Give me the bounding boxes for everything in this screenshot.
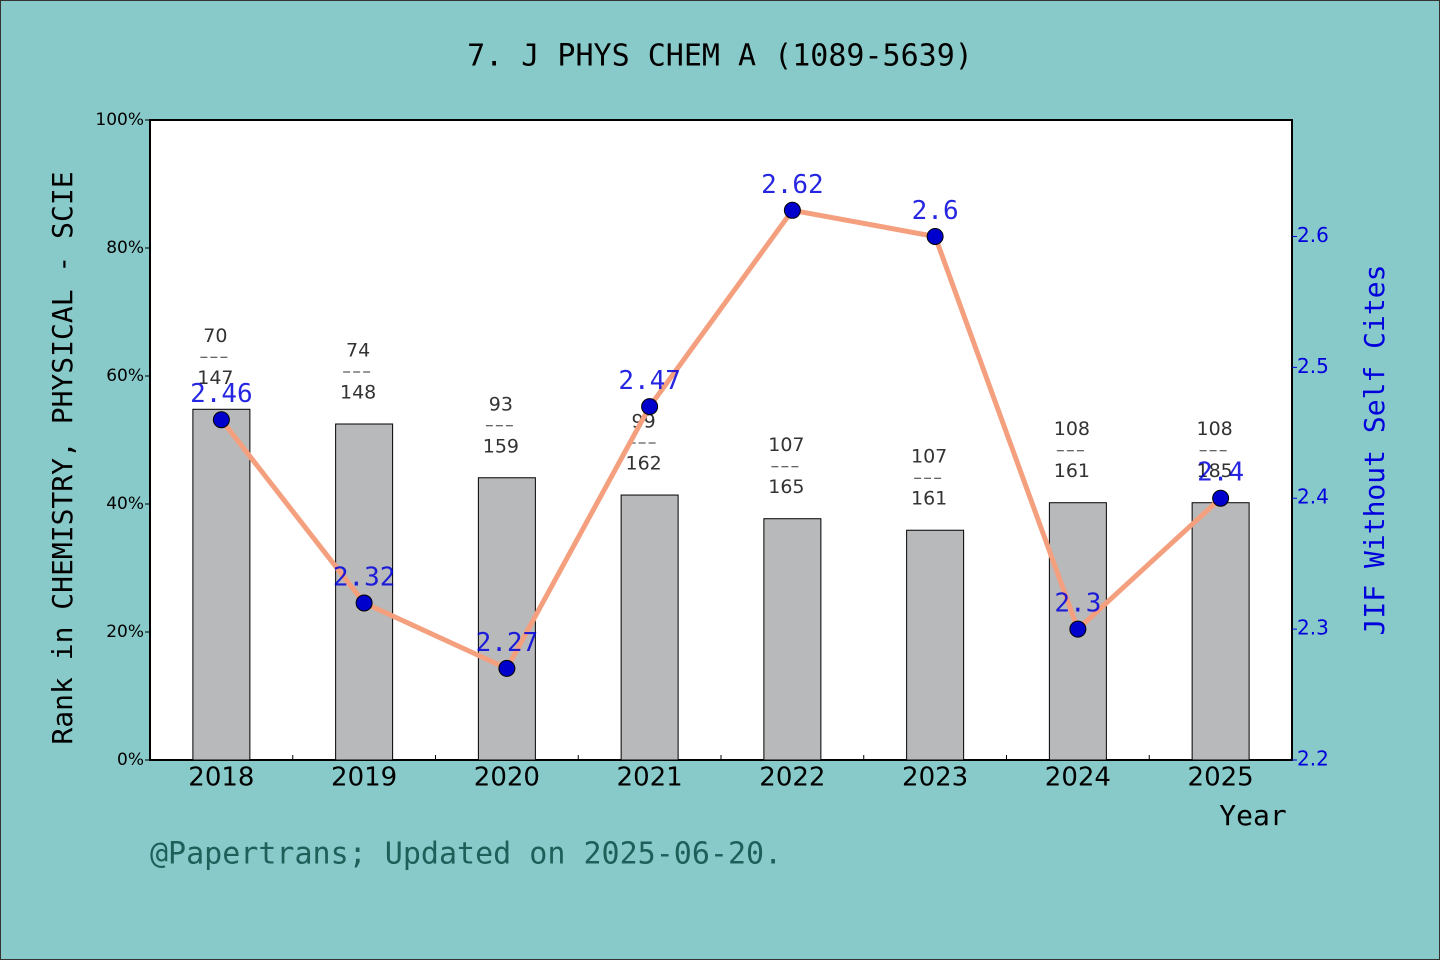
value-label: 2.3 [1054, 589, 1101, 619]
chart-title: 7. J PHYS CHEM A (1089-5639) [467, 39, 973, 74]
y2-axis-label: JIF Without Self Cites [1358, 265, 1391, 636]
line-marker [1069, 620, 1087, 638]
rank-label: 74 [346, 340, 370, 362]
bar [620, 494, 679, 761]
value-label: 2.46 [190, 379, 253, 409]
bar [906, 529, 965, 761]
x-tick-label: 2022 [759, 763, 825, 793]
total-label: 161 [911, 488, 947, 510]
total-label: 159 [483, 435, 519, 457]
rank-label: 93 [489, 393, 513, 415]
bar [192, 408, 251, 761]
line-marker [641, 398, 659, 416]
y2-tick-label: 2.2 [1297, 747, 1329, 771]
rank-label: 108 [1054, 418, 1090, 440]
total-label: 148 [340, 382, 376, 404]
value-label: 2.47 [618, 366, 681, 396]
y-tick-label: 80% [106, 238, 144, 258]
y-axis-label: Rank in CHEMISTRY, PHYSICAL - SCIE [46, 171, 79, 744]
bar [763, 518, 822, 761]
x-tick-label: 2018 [188, 763, 254, 793]
line-marker [212, 411, 230, 429]
line-marker [926, 227, 944, 245]
y-tick-label: 40% [106, 494, 144, 514]
x-tick-label: 2019 [331, 763, 397, 793]
x-tick-label: 2021 [617, 763, 683, 793]
value-label: 2.4 [1197, 458, 1244, 488]
total-label: 162 [625, 453, 661, 475]
y-tick-label: 20% [106, 622, 144, 642]
line-marker [783, 201, 801, 219]
y2-tick-label: 2.5 [1297, 354, 1329, 378]
rank-label: 107 [768, 434, 804, 456]
x-tick-label: 2020 [474, 763, 540, 793]
bar [1191, 502, 1250, 761]
value-label: 2.32 [333, 562, 396, 592]
value-label: 2.62 [761, 170, 824, 200]
total-label: 185 [1196, 460, 1232, 482]
y-tick-label: 0% [117, 750, 144, 770]
line [219, 207, 1223, 671]
line-marker [498, 659, 516, 677]
bar [335, 423, 394, 761]
value-label: 2.6 [912, 196, 959, 226]
total-label: 161 [1054, 460, 1090, 482]
plot-area [149, 119, 1293, 761]
y2-tick-label: 2.4 [1297, 485, 1329, 509]
y-tick-label: 60% [106, 366, 144, 386]
x-tick-label: 2024 [1045, 763, 1111, 793]
y2-tick-label: 2.3 [1297, 616, 1329, 640]
x-axis-label: Year [1219, 799, 1286, 832]
bar [477, 477, 536, 761]
x-tick-label: 2023 [902, 763, 968, 793]
line-marker [1212, 489, 1230, 507]
value-label: 2.27 [476, 628, 539, 658]
y-tick-label: 100% [95, 110, 144, 130]
total-label: 165 [768, 476, 804, 498]
rank-label: 108 [1196, 418, 1232, 440]
y2-tick-label: 2.6 [1297, 223, 1329, 247]
x-tick-label: 2025 [1188, 763, 1254, 793]
line-marker [355, 594, 373, 612]
rank-label: 70 [203, 325, 227, 347]
total-label: 147 [197, 367, 233, 389]
footer: @Papertrans; Updated on 2025-06-20. [150, 837, 782, 872]
rank-label: 107 [911, 446, 947, 468]
